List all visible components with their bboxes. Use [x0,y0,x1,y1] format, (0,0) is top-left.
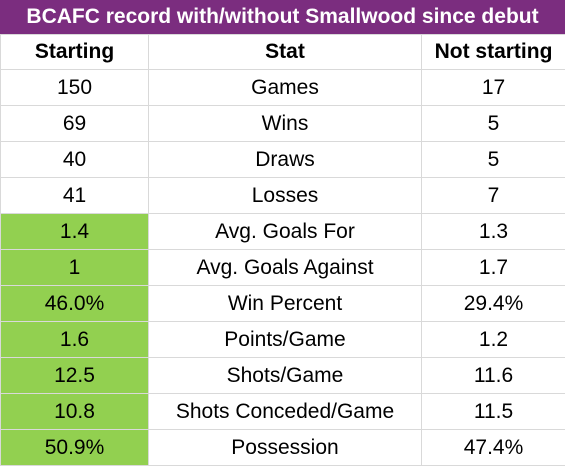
cell-not-starting: 7 [422,178,565,214]
cell-stat: Shots Conceded/Game [149,394,422,430]
header-not-starting: Not starting [422,35,565,70]
table-title: BCAFC record with/without Smallwood sinc… [0,0,565,34]
cell-starting: 46.0% [1,286,149,322]
cell-not-starting: 17 [422,70,565,106]
cell-starting: 1 [1,250,149,286]
cell-not-starting: 1.7 [422,250,565,286]
cell-starting: 1.6 [1,322,149,358]
cell-stat: Avg. Goals For [149,214,422,250]
cell-not-starting: 29.4% [422,286,565,322]
cell-stat: Points/Game [149,322,422,358]
cell-starting: 40 [1,142,149,178]
cell-stat: Shots/Game [149,358,422,394]
cell-not-starting: 11.6 [422,358,565,394]
header-stat: Stat [149,35,422,70]
cell-stat: Win Percent [149,286,422,322]
cell-stat: Games [149,70,422,106]
header-starting: Starting [1,35,149,70]
cell-not-starting: 1.2 [422,322,565,358]
header-row: Starting Stat Not starting [1,35,565,70]
cell-not-starting: 11.5 [422,394,565,430]
cell-stat: Losses [149,178,422,214]
cell-not-starting: 1.3 [422,214,565,250]
cell-starting: 150 [1,70,149,106]
cell-stat: Possession [149,430,422,466]
cell-starting: 1.4 [1,214,149,250]
cell-not-starting: 5 [422,142,565,178]
cell-not-starting: 47.4% [422,430,565,466]
cell-not-starting: 5 [422,106,565,142]
cell-starting: 10.8 [1,394,149,430]
cell-stat: Avg. Goals Against [149,250,422,286]
cell-stat: Draws [149,142,422,178]
cell-starting: 12.5 [1,358,149,394]
cell-starting: 41 [1,178,149,214]
cell-starting: 50.9% [1,430,149,466]
cell-stat: Wins [149,106,422,142]
cell-starting: 69 [1,106,149,142]
